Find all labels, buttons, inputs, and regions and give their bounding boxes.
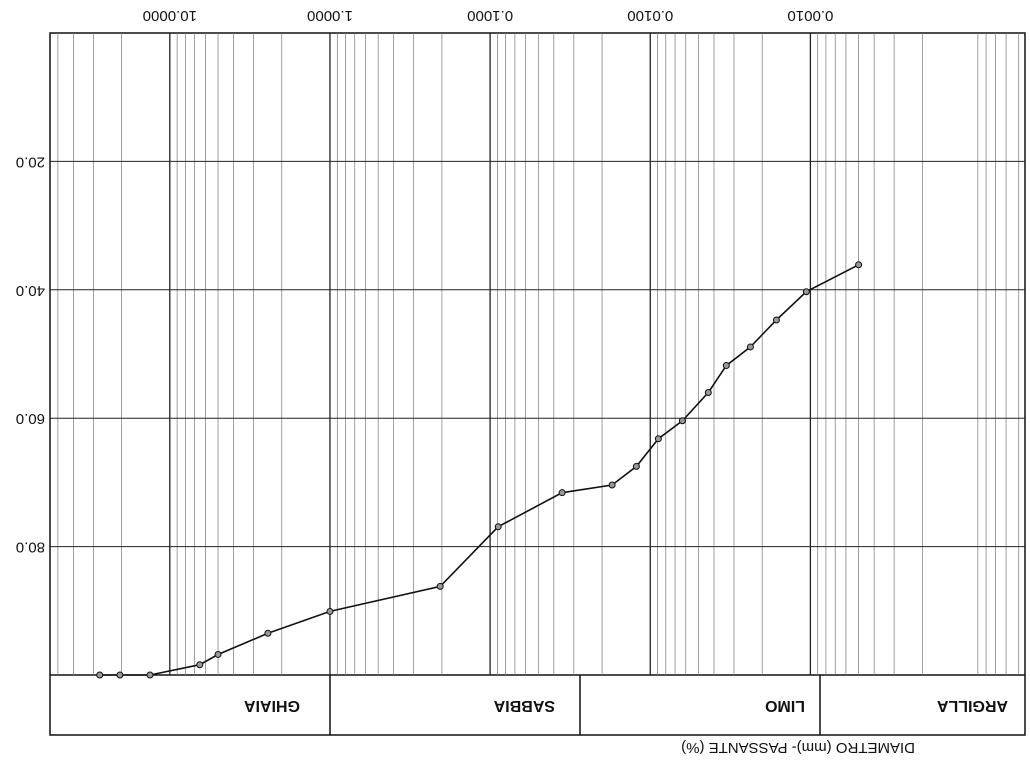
data-point <box>632 462 640 470</box>
data-point <box>704 389 712 397</box>
data-point <box>654 435 662 443</box>
data-point <box>264 629 272 637</box>
data-point <box>772 316 780 324</box>
x-tick-label: 10.0000 <box>143 7 197 24</box>
x-tick-label: 1.0000 <box>307 7 353 24</box>
y-tick-label: 60.0 <box>16 410 45 427</box>
data-point <box>436 582 444 590</box>
zone-label: GHIAIA <box>244 697 300 714</box>
data-point <box>196 661 204 669</box>
y-tick-label: 20.0 <box>16 153 45 170</box>
frame <box>49 32 1026 736</box>
data-point <box>326 607 334 615</box>
data-point <box>746 343 754 351</box>
data-line <box>99 264 859 676</box>
zone-label: SABBIA <box>493 697 555 714</box>
axis-title: DIAMETRO (mm)- PASSANTE (%) <box>681 739 915 756</box>
data-point <box>214 650 222 658</box>
data-point <box>855 261 863 269</box>
x-tick-label: 0.0100 <box>627 7 673 24</box>
data-point <box>146 671 154 679</box>
data-point <box>802 288 810 296</box>
x-tick-label: 0.0010 <box>787 7 833 24</box>
y-tick-label: 40.0 <box>16 282 45 299</box>
data-point <box>608 481 616 489</box>
x-tick-label: 0.1000 <box>467 7 513 24</box>
data-point <box>494 523 502 531</box>
data-point <box>722 362 730 370</box>
y-tick-label: 80.0 <box>16 539 45 556</box>
data-point <box>558 489 566 497</box>
zone-label: ARGILLA <box>936 697 1008 714</box>
zone-label: LIMO <box>765 697 805 714</box>
data-point <box>678 417 686 425</box>
data-point <box>116 671 124 679</box>
data-point <box>96 671 104 679</box>
